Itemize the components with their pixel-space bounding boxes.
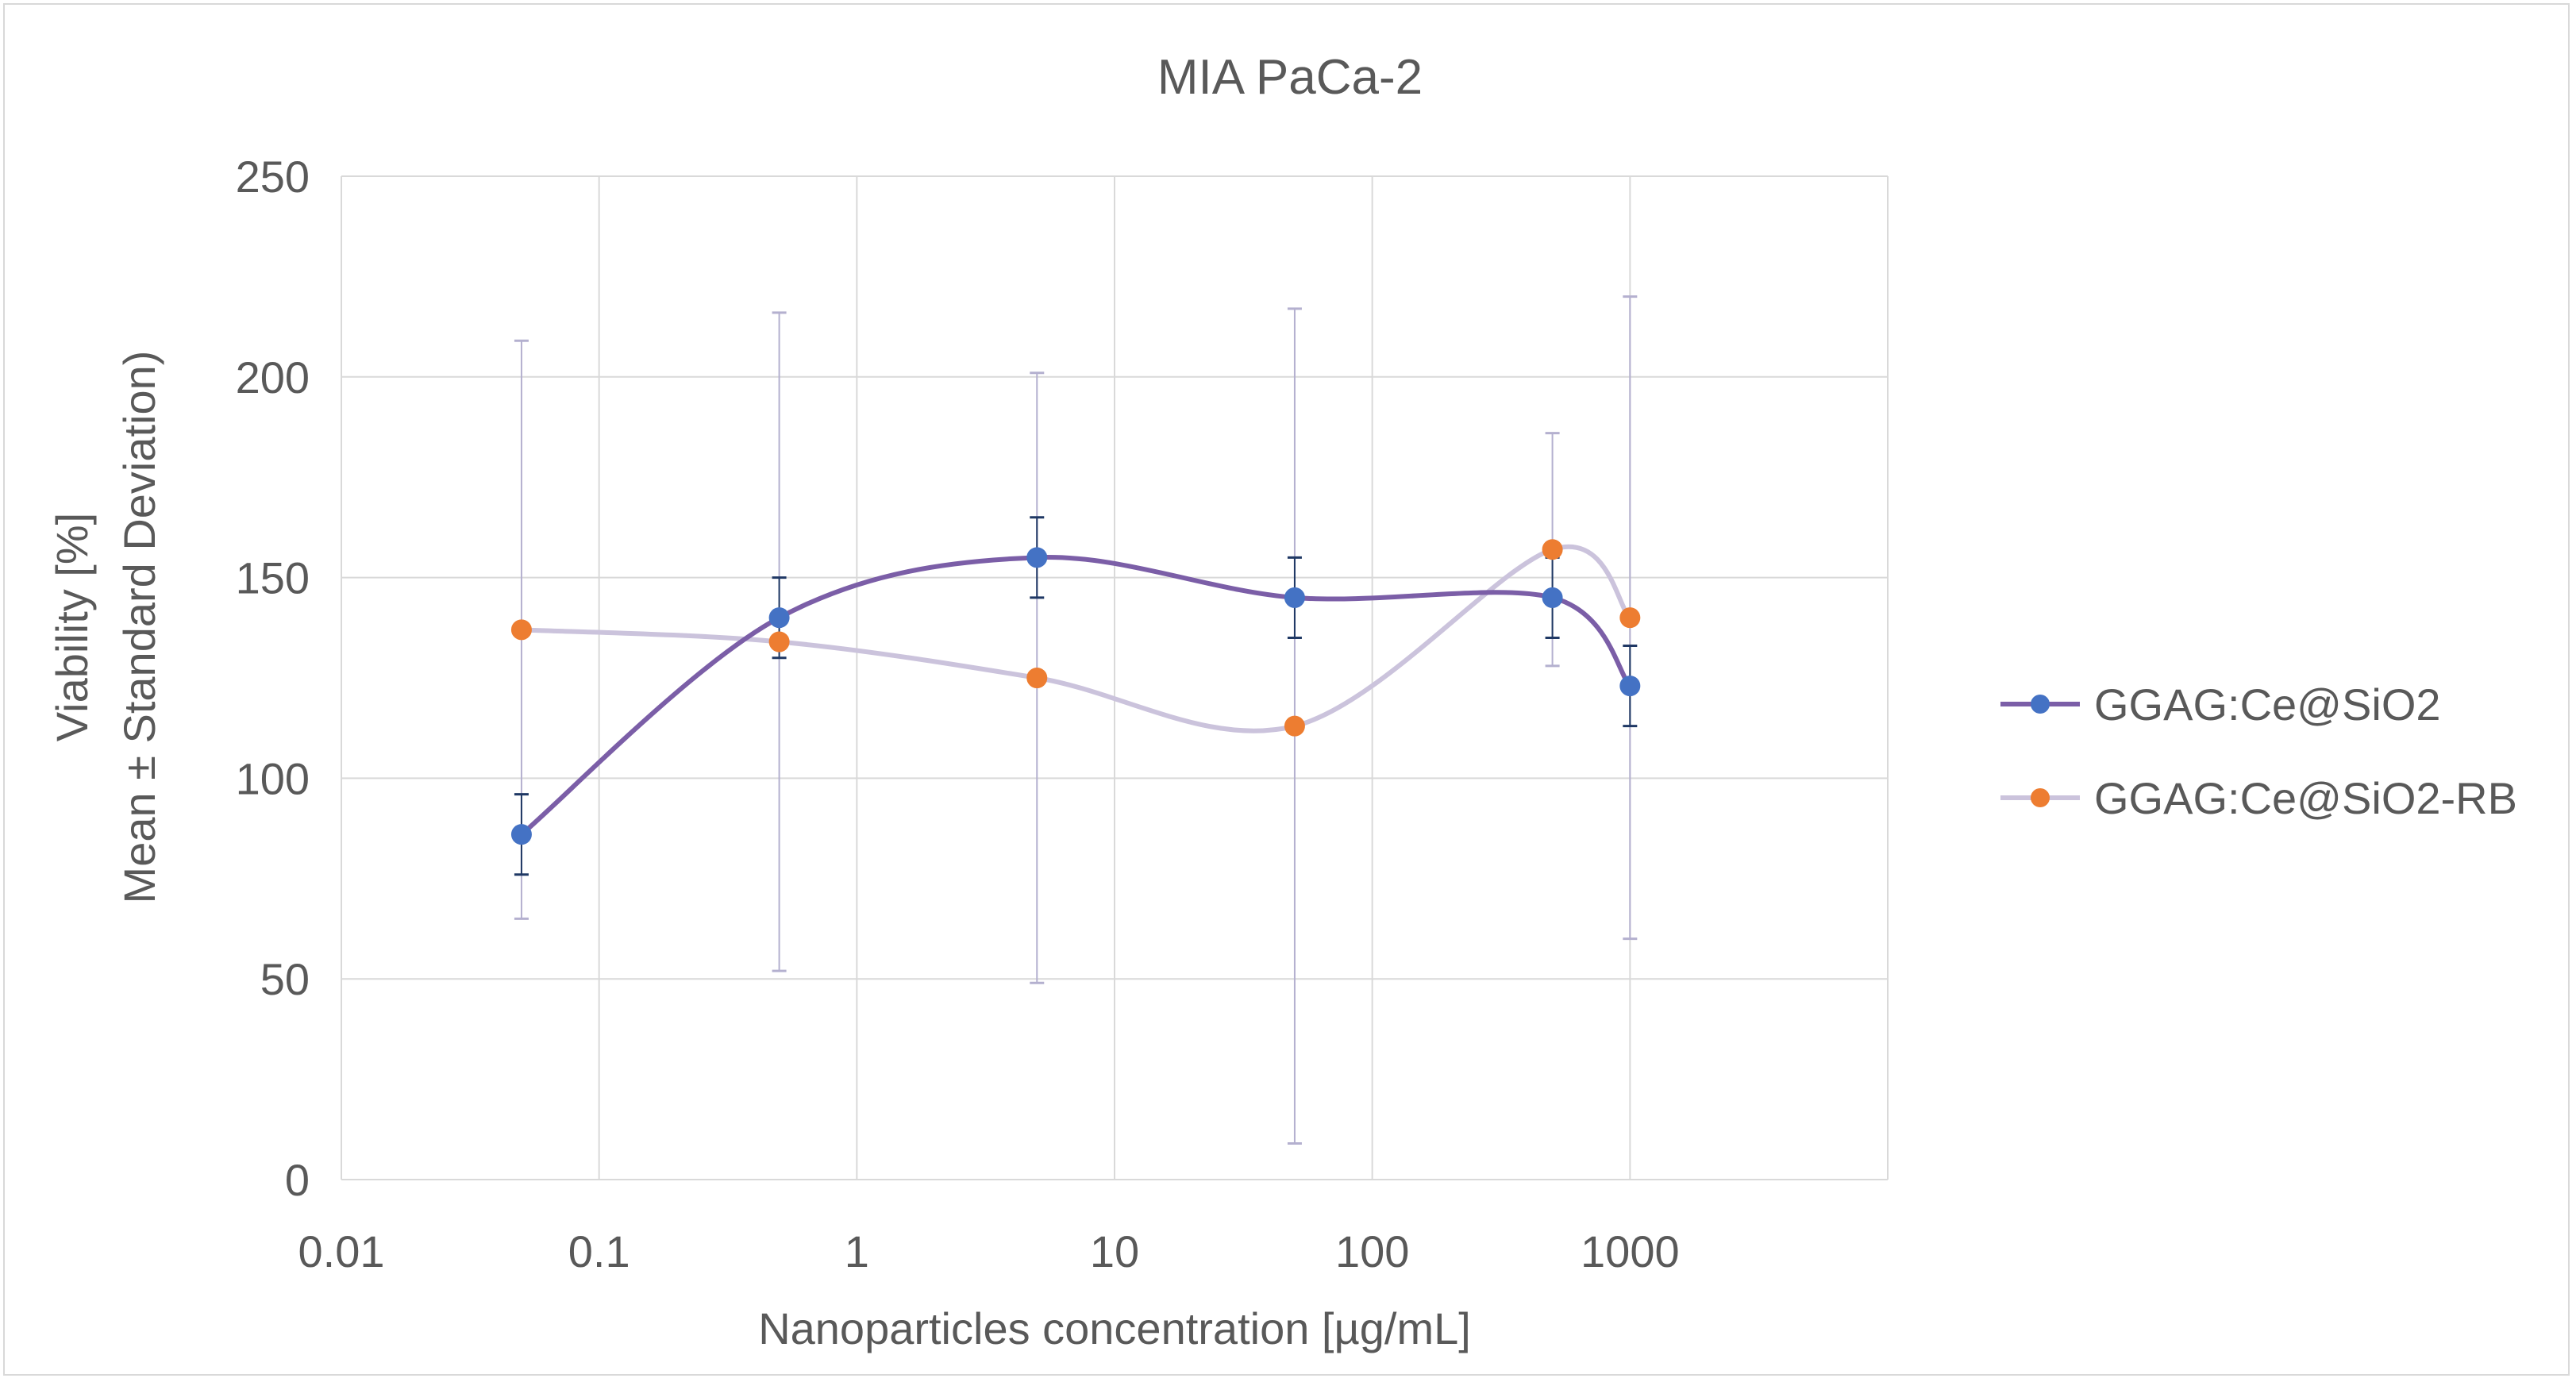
errorbars-ggag-ce-sio2-rb [514,295,1638,1145]
data-point [1026,547,1048,568]
y-axis-label-line2: Mean ± Standard Deviation) [114,351,164,904]
data-point [768,607,790,629]
y-tick-label: 100 [236,753,310,803]
tick-labels: 0 50 100 150 200 250 0.01 0.1 1 10 100 1000 [236,152,1680,1276]
x-tick-label: 100 [1335,1226,1409,1276]
data-point [1026,668,1048,688]
legend-item-ggag-ce-sio2: GGAG:Ce@SiO2 [2000,679,2441,729]
series-line-ggag-ce-sio2 [518,555,1633,837]
x-tick-label: 1 [845,1226,869,1276]
y-axis-label-line1: Viability [%] [47,513,97,741]
data-point [1542,539,1563,560]
legend-marker [2031,695,2050,714]
legend: GGAG:Ce@SiO2 GGAG:Ce@SiO2-RB [2000,679,2517,823]
y-tick-label: 200 [236,352,310,402]
data-point [768,631,790,653]
y-tick-label: 50 [260,954,310,1004]
y-tick-label: 250 [236,152,310,202]
series-layer [510,295,1641,1145]
data-point [1619,676,1641,697]
series-line-ggag-ce-sio2-rb [518,545,1633,733]
data-point [1284,587,1305,608]
x-tick-label: 0.1 [568,1226,630,1276]
data-point [1284,715,1305,737]
legend-marker [2031,788,2050,807]
legend-label: GGAG:Ce@SiO2-RB [2094,773,2517,823]
y-tick-label: 150 [236,553,310,603]
chart-title: MIA PaCa-2 [1157,50,1423,105]
legend-item-ggag-ce-sio2-rb: GGAG:Ce@SiO2-RB [2000,773,2517,823]
data-point [510,619,532,641]
x-tick-label: 10 [1090,1226,1139,1276]
y-axis-label-group: Viability [%] Mean ± Standard Deviation) [47,351,164,904]
grid-layer [341,175,1889,1180]
errorbars-ggag-ce-sio2 [514,516,1638,876]
data-point [510,824,532,845]
chart-frame [3,3,2570,1376]
x-tick-label: 0.01 [298,1226,385,1276]
x-axis-label: Nanoparticles concentration [µg/mL] [758,1303,1471,1353]
data-point [1542,587,1563,608]
legend-label: GGAG:Ce@SiO2 [2094,679,2441,729]
data-point [1619,607,1641,629]
x-tick-label: 1000 [1581,1226,1680,1276]
y-tick-label: 0 [285,1155,310,1205]
